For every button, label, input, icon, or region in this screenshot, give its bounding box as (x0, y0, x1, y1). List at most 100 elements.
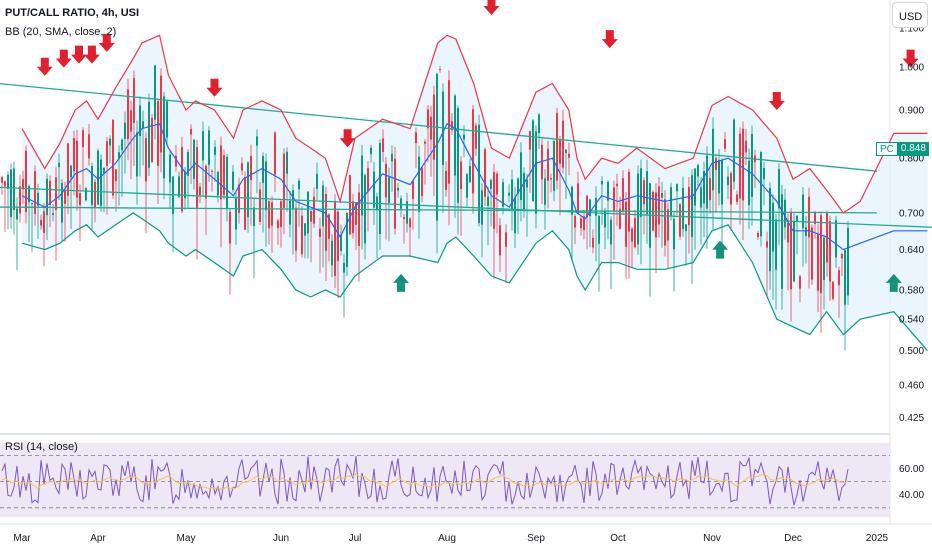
down-arrow-marker (902, 49, 919, 68)
candle-body (199, 186, 201, 195)
down-arrow-marker (83, 45, 100, 64)
candle-body (535, 131, 537, 214)
trendline (0, 206, 878, 214)
candle-body (37, 192, 39, 206)
candle-body (427, 109, 429, 129)
candle-body (505, 232, 507, 247)
rsi-axis-tick-label: 40.00 (899, 490, 924, 501)
y-axis-tick-label: 0.900 (899, 106, 924, 117)
candle-body (490, 180, 492, 189)
candle-body (298, 180, 300, 190)
candle-body (640, 168, 642, 217)
candle-body (787, 222, 789, 243)
candle-body (94, 181, 96, 208)
candle-body (238, 184, 240, 213)
candle-body (109, 138, 111, 146)
candle-body (517, 178, 519, 194)
candle-body (592, 237, 594, 248)
candle-body (736, 194, 738, 202)
candle-body (247, 162, 249, 218)
candle-body (622, 178, 624, 212)
candle-body (406, 201, 408, 224)
candle-body (778, 169, 780, 209)
candle-body (157, 101, 159, 166)
candle-body (385, 163, 387, 198)
candle-body (760, 152, 762, 237)
y-axis-tick-label: 0.500 (899, 346, 924, 357)
y-axis-tick-label: 0.425 (899, 413, 924, 424)
candle-body (742, 128, 744, 201)
candle-body (436, 73, 438, 221)
y-axis-tick-label: 0.540 (899, 315, 924, 326)
candle-body (811, 227, 813, 280)
candle-body (466, 174, 468, 198)
rsi-indicator-label[interactable]: RSI (14, close) (5, 441, 78, 453)
candle-body (328, 214, 330, 239)
candle-body (289, 200, 291, 225)
candle-body (694, 168, 696, 206)
candle-body (394, 158, 396, 229)
candle-body (97, 150, 99, 205)
x-axis-tick-label: Aug (438, 533, 456, 544)
candle-body (595, 197, 597, 216)
candle-body (451, 121, 453, 131)
candle-body (658, 186, 660, 225)
candle-body (688, 186, 690, 226)
candle-body (67, 143, 69, 196)
candle-body (331, 240, 333, 266)
candle-body (556, 113, 558, 181)
candle-body (229, 211, 231, 244)
candle-body (346, 212, 348, 267)
x-axis-tick-label: May (177, 533, 196, 544)
candle-body (277, 220, 279, 228)
candle-body (40, 219, 42, 226)
candle-body (22, 179, 24, 190)
candle-body (757, 233, 759, 238)
candle-body (244, 177, 246, 230)
candle-body (838, 270, 840, 286)
bb-basis-line (21, 122, 928, 251)
candle-body (100, 159, 102, 207)
candle-body (553, 140, 555, 191)
up-arrow-marker (885, 273, 902, 292)
candle-body (283, 153, 285, 208)
candles (1, 64, 849, 351)
candle-body (502, 182, 504, 207)
down-arrow-marker (98, 33, 115, 52)
candle-body (424, 141, 426, 144)
candle-body (817, 233, 819, 291)
candle-body (361, 155, 363, 216)
y-axis-tick-label: 0.580 (899, 285, 924, 296)
candle-body (46, 178, 48, 215)
down-arrow-marker (71, 45, 87, 64)
candle-body (664, 199, 666, 246)
candle-body (430, 116, 432, 140)
candle-body (769, 188, 771, 272)
bb-indicator-label[interactable]: BB (20, SMA, close, 2) (5, 26, 117, 38)
candle-body (847, 228, 849, 296)
candle-body (64, 190, 66, 204)
candle-body (790, 212, 792, 290)
candle-body (49, 181, 51, 205)
candle-body (499, 225, 501, 256)
x-axis-tick-label: Mar (13, 533, 31, 544)
candle-body (391, 153, 393, 162)
candle-body (709, 177, 711, 201)
candle-body (232, 171, 234, 190)
candle-body (148, 101, 150, 168)
up-arrow-marker (712, 240, 729, 259)
candle-body (196, 146, 198, 209)
price-tag-symbol: PC (876, 142, 898, 156)
candle-body (217, 171, 219, 196)
candle-body (766, 241, 768, 248)
candle-body (19, 186, 21, 214)
currency-button[interactable]: USD (892, 2, 928, 28)
candle-body (25, 150, 27, 212)
candle-body (835, 220, 837, 258)
candle-body (136, 132, 138, 177)
candle-body (151, 117, 153, 162)
trendline (0, 186, 932, 228)
candle-body (463, 134, 465, 140)
candle-body (325, 193, 327, 251)
